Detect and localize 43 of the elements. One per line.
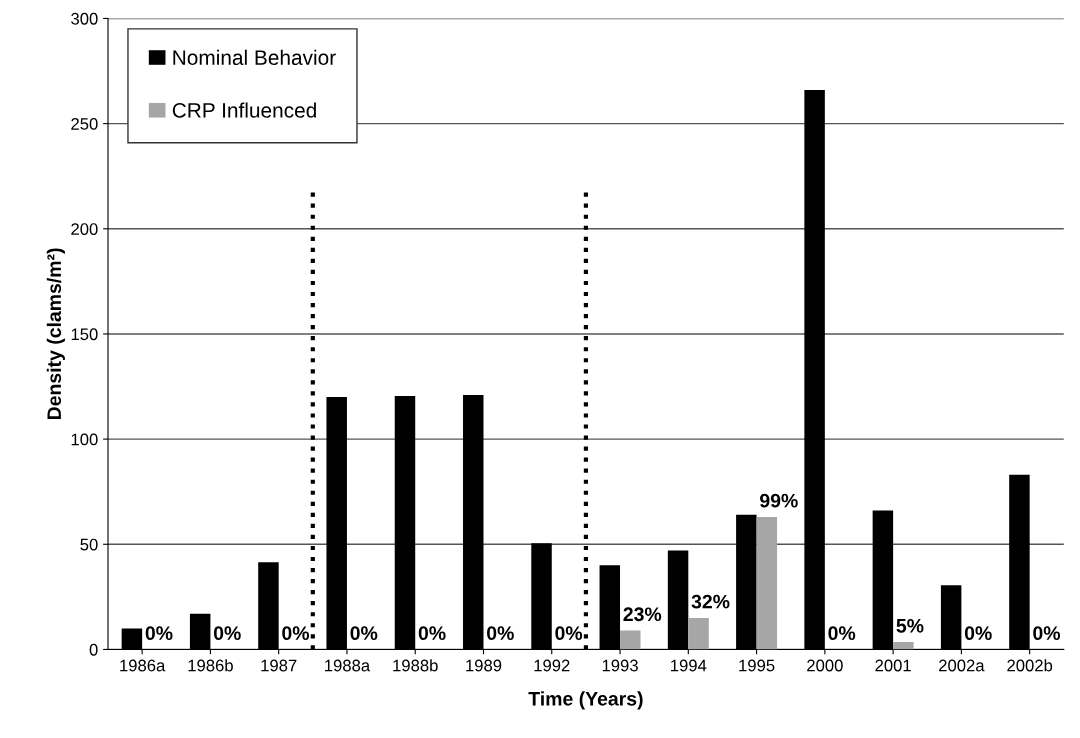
y-tick-label: 50 [80,538,98,551]
x-tick-label: 1986b [188,659,233,672]
annotation: 0% [145,626,173,641]
y-tick-label: 100 [71,433,98,446]
annotation: 0% [1033,626,1061,641]
annotation: 5% [896,618,924,633]
x-tick-label: 2002a [939,659,985,672]
x-tick-label: 1995 [739,659,775,672]
annotation: 0% [213,626,241,641]
x-tick-label: 1988b [393,659,438,672]
bar [893,642,914,650]
x-tick-label: 1989 [466,659,502,672]
x-tick-label: 2000 [807,659,843,672]
y-tick-label: 200 [71,223,98,235]
annotation: 0% [418,626,446,641]
y-tick-label: 250 [71,118,98,130]
x-axis-title: Time (Years) [528,691,643,710]
annotation: 0% [964,626,992,641]
annotation: 99% [760,493,798,508]
y-tick-label: 150 [71,328,98,341]
annotation: 0% [555,626,583,641]
bar [688,617,709,650]
y-axis-title: Density (clams/m²) [46,248,65,420]
y-tick-label: 0 [89,643,98,656]
x-tick-label: 1992 [534,659,570,672]
bar [620,630,641,650]
annotation: 0% [487,626,514,641]
annotation: 0% [828,626,856,641]
annotation: 0% [282,626,310,641]
x-tick-label: 2001 [875,659,911,672]
x-tick-label: 1987 [261,659,297,672]
x-tick-label: 1993 [602,659,638,672]
x-tick-label: 1988a [325,659,371,672]
bar [756,516,778,650]
annotation: 32% [691,594,730,609]
annotation: 23% [623,607,662,622]
legend-label: Nominal Behavior [173,49,336,65]
y-tick-label: 300 [71,12,98,25]
x-tick-label: 1994 [671,659,707,672]
x-tick-label: 2002b [1007,659,1053,672]
x-tick-label: 1986a [120,659,166,672]
legend-label: CRP Influenced [172,102,316,118]
annotation: 0% [350,626,378,641]
